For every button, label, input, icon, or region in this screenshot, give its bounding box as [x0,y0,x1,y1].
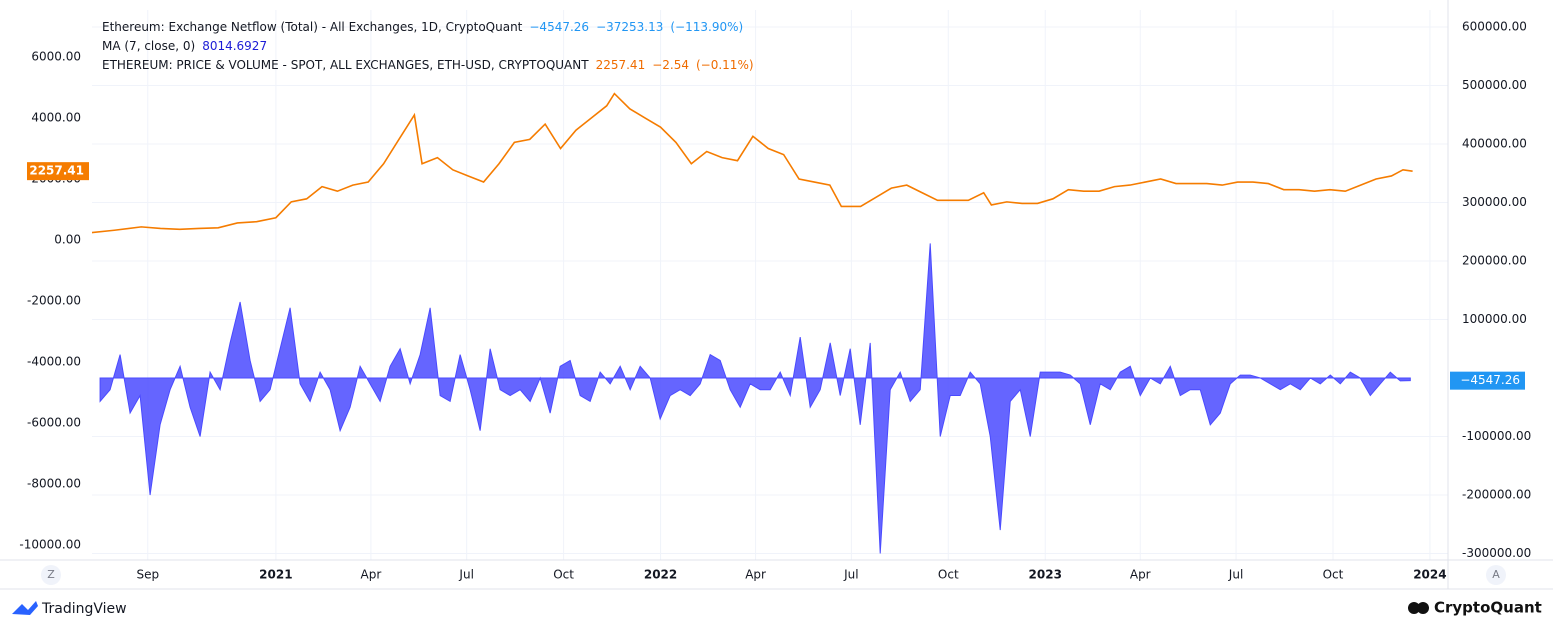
legend-value: 2257.41 [595,58,646,72]
x-tick-label: Sep [136,568,159,582]
zoom-button[interactable] [41,565,61,585]
y-tick-label: -8000.00 [27,477,81,491]
y-tick-label: -10000.00 [19,538,81,552]
x-tick-label: Jul [843,568,858,582]
auto-scale-button-label[interactable]: A [1492,568,1500,581]
x-tick-label: 2021 [259,568,292,582]
last-value-label: −4547.26 [1460,373,1520,387]
x-tick-label: Oct [553,568,574,582]
y2-tick-label: -300000.00 [1462,546,1531,560]
y-tick-label: 0.00 [54,233,81,247]
x-tick-label: 2024 [1413,568,1446,582]
y2-tick-label: -200000.00 [1462,488,1531,502]
y-tick-label: -4000.00 [27,355,81,369]
y-tick-label: -2000.00 [27,294,81,308]
y2-tick-label: 500000.00 [1462,78,1527,92]
x-tick-label: Oct [1323,568,1344,582]
plot-area [92,92,1413,554]
cryptoquant-logo [1417,602,1429,614]
x-tick-label: Oct [938,568,959,582]
last-value-label: 2257.41 [29,164,84,178]
price-line [92,92,1413,234]
legend-value: 8014.6927 [202,39,268,53]
axes: Sep 2021 Apr Jul Oct 2022 Apr Jul Oct 2023 Apr Jul O… [19,20,1531,582]
last-value-tag [27,162,89,181]
legend-value: (−113.90%) [670,20,744,34]
legend-row: ETHEREUM: PRICE & VOLUME - SPOT, ALL EXC… [102,56,761,75]
cryptoquant-text: CryptoQuant [1434,599,1542,617]
legend-value: (−0.11%) [695,58,754,72]
auto-scale-button[interactable] [1486,565,1506,585]
legend-value: −2.54 [652,58,689,72]
y-tick-label: -6000.00 [27,416,81,430]
tradingview-logo [12,601,38,615]
legend-title: MA (7, close, 0) [102,39,196,53]
y2-tick-label: 600000.00 [1462,20,1527,34]
legend-title: Ethereum: Exchange Netflow (Total) - All… [102,20,523,34]
last-value-tag [1450,371,1525,390]
y2-tick-label: -100000.00 [1462,429,1531,443]
x-tick-label: Apr [361,568,382,582]
legend-title: ETHEREUM: PRICE & VOLUME - SPOT, ALL EXC… [102,58,589,72]
y2-tick-label: 100000.00 [1462,312,1527,326]
netflow-area [99,243,1411,554]
x-tick-label: 2023 [1029,568,1062,582]
x-tick-label: Apr [1130,568,1151,582]
cryptoquant-logo [1408,602,1420,614]
grid [92,10,1448,560]
zoom-button-label[interactable]: Z [47,568,55,581]
y2-tick-label: 200000.00 [1462,254,1527,268]
tradingview-text: TradingView [41,601,127,617]
x-tick-label: 2022 [644,568,677,582]
y-tick-label: 4000.00 [31,111,81,125]
x-tick-label: Jul [458,568,473,582]
legend-row: MA (7, close, 0) 8014.6927 [102,37,761,56]
legend-row: Ethereum: Exchange Netflow (Total) - All… [102,18,761,37]
x-tick-label: Jul [1228,568,1243,582]
y-tick-label: 6000.00 [31,50,81,64]
y2-tick-label: 400000.00 [1462,137,1527,151]
x-tick-label: Apr [745,568,766,582]
legend-value: −4547.26 [529,20,590,34]
legend-value: −37253.13 [596,20,664,34]
legend: Ethereum: Exchange Netflow (Total) - All… [102,18,761,75]
y2-tick-label: 300000.00 [1462,195,1527,209]
